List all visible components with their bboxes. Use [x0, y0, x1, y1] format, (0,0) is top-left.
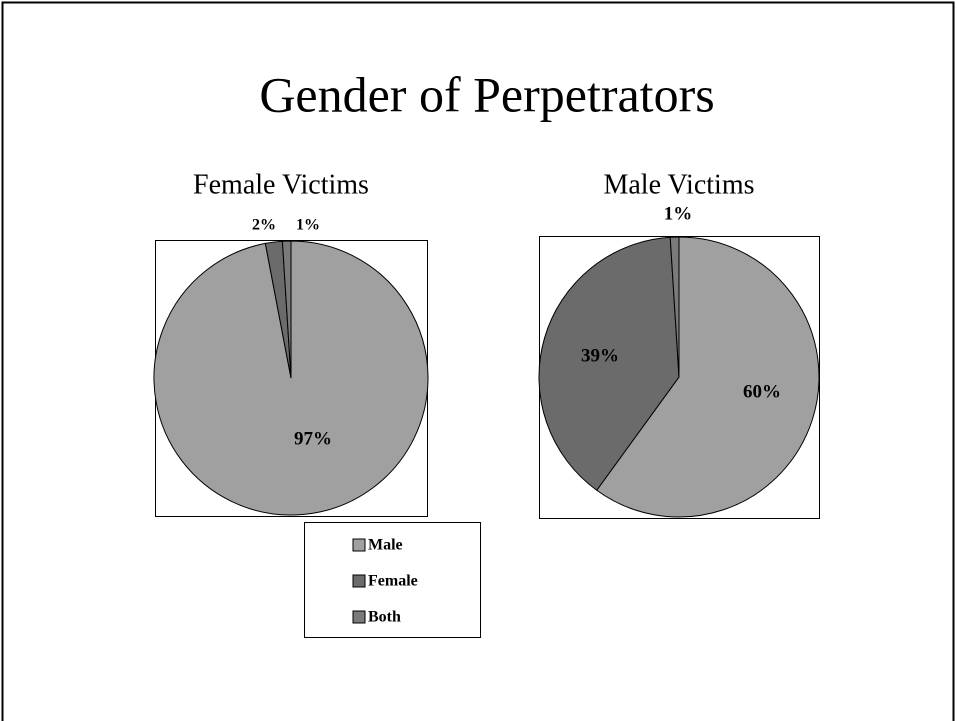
legend-swatch [352, 610, 366, 624]
value-label: 2% [252, 217, 276, 234]
legend-label: Male [368, 537, 403, 554]
pie-slice [596, 236, 820, 518]
value-label: 39% [581, 345, 619, 366]
legend-swatch [352, 538, 366, 552]
slide-title: Gender of Perpetrators [259, 66, 714, 122]
pie-title: Female Victims [193, 169, 369, 200]
pie-slice [669, 236, 680, 378]
value-label: 1% [664, 203, 693, 224]
legend-label: Both [368, 609, 401, 626]
legend-label: Female [368, 573, 418, 590]
value-label: 60% [743, 381, 781, 402]
value-label: 1% [296, 217, 320, 234]
pie-title: Male Victims [603, 169, 754, 200]
pie-slice [538, 236, 680, 491]
legend-swatch [352, 574, 366, 588]
legend-box [304, 522, 481, 638]
value-label: 97% [294, 428, 332, 449]
pie-slice [281, 240, 292, 379]
